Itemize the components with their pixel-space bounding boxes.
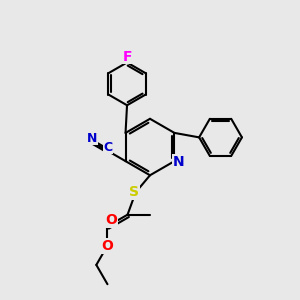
Text: N: N [87, 132, 97, 145]
Text: O: O [101, 239, 113, 253]
Text: F: F [122, 50, 132, 64]
Text: S: S [129, 185, 139, 199]
Text: N: N [172, 155, 184, 169]
Text: C: C [103, 141, 113, 154]
Text: O: O [106, 213, 117, 227]
